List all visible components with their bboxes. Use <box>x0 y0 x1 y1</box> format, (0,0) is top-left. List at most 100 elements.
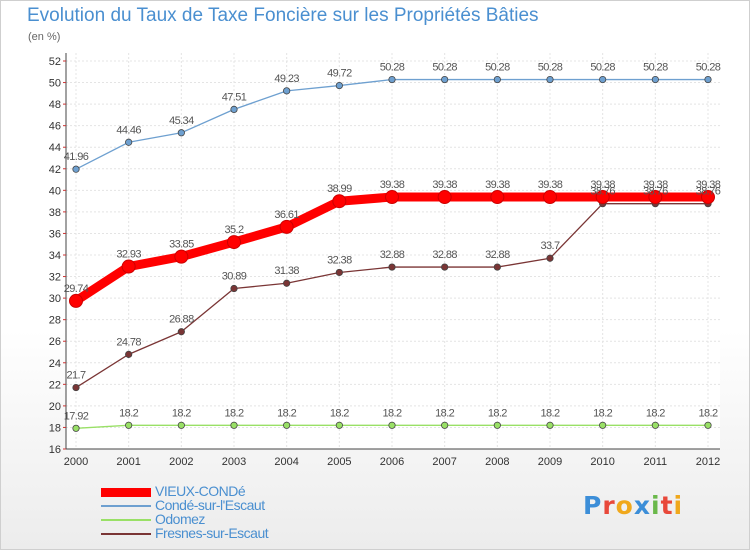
data-label: 44.46 <box>116 124 141 136</box>
data-point <box>335 268 343 277</box>
legend-swatch <box>101 505 151 507</box>
data-point <box>230 284 238 293</box>
data-point <box>388 421 396 429</box>
data-label: 32.88 <box>485 249 510 261</box>
series-conde-sur-l-escaut <box>72 75 712 173</box>
data-point <box>125 350 133 358</box>
data-point <box>283 421 291 429</box>
legend-swatch <box>101 533 151 535</box>
data-point <box>595 190 610 205</box>
data-label: 38.99 <box>327 183 352 195</box>
x-tick-label: 2006 <box>380 456 404 468</box>
data-label: 39.38 <box>643 179 668 191</box>
data-label: 50.28 <box>538 62 563 74</box>
x-tick-label: 2012 <box>696 456 720 468</box>
data-point <box>493 421 501 429</box>
data-point <box>177 328 185 336</box>
data-point <box>599 75 607 84</box>
data-label: 18.2 <box>435 407 454 419</box>
logo-letter: x <box>633 491 651 520</box>
data-label: 18.2 <box>277 407 296 419</box>
logo-letter: i <box>651 491 661 520</box>
data-label: 50.28 <box>643 62 668 74</box>
data-point <box>490 190 505 205</box>
data-label: 36.61 <box>274 209 299 221</box>
series-odomez <box>72 421 712 432</box>
data-point <box>230 421 238 429</box>
data-label: 18.2 <box>540 407 559 419</box>
y-tick-label: 24 <box>49 358 61 370</box>
data-point <box>174 249 189 264</box>
data-point <box>72 383 80 392</box>
data-point <box>441 75 449 84</box>
data-label: 18.2 <box>119 407 138 419</box>
data-label: 39.38 <box>538 179 563 191</box>
legend-swatch <box>101 519 151 521</box>
data-label: 35.2 <box>224 224 243 236</box>
data-label: 33.7 <box>540 240 559 252</box>
data-point <box>546 254 554 262</box>
logo-letter: i <box>673 491 684 520</box>
data-label: 18.2 <box>330 407 349 419</box>
data-label: 32.88 <box>432 249 457 261</box>
y-tick-label: 44 <box>49 142 61 154</box>
data-label: 38.76 <box>590 186 615 198</box>
data-label: 24.78 <box>116 336 141 348</box>
data-label: 30.89 <box>222 271 247 283</box>
legend-swatch <box>101 487 151 497</box>
data-label: 31.38 <box>274 265 299 277</box>
data-point <box>704 75 712 84</box>
data-label: 39.38 <box>696 179 721 191</box>
data-label: 47.51 <box>222 91 247 103</box>
y-tick-label: 46 <box>49 121 61 133</box>
legend-label: Fresnes-sur-Escaut <box>155 525 269 541</box>
data-label: 18.2 <box>382 407 401 419</box>
data-point <box>651 421 659 429</box>
data-point <box>125 138 133 146</box>
x-tick-label: 2004 <box>274 456 298 468</box>
data-label: 41.96 <box>64 151 89 163</box>
y-tick-label: 36 <box>49 228 61 240</box>
y-tick-label: 28 <box>49 315 61 327</box>
proxiti-logo: Proxiti <box>583 491 683 520</box>
data-point <box>69 293 83 308</box>
plot-area <box>66 53 720 449</box>
data-point <box>493 75 501 84</box>
y-tick-label: 38 <box>49 207 61 219</box>
x-tick-label: 2005 <box>327 456 351 468</box>
x-tick-label: 2007 <box>432 456 456 468</box>
data-label: 50.28 <box>380 62 405 74</box>
y-tick-label: 30 <box>49 293 61 305</box>
data-point <box>332 194 347 209</box>
logo-letter: P <box>583 491 603 520</box>
data-label: 50.28 <box>590 62 615 74</box>
data-point <box>177 421 185 429</box>
data-point <box>648 190 663 205</box>
legend-label: VIEUX-CONDé <box>155 483 246 499</box>
data-label: 32.93 <box>116 249 141 261</box>
data-point <box>546 421 554 429</box>
series-vieux-conde <box>69 190 715 308</box>
data-label: 39.38 <box>590 179 615 191</box>
x-tick-label: 2009 <box>538 456 562 468</box>
data-label: 32.38 <box>327 254 352 266</box>
data-label: 49.72 <box>327 68 352 80</box>
x-tick-label: 2011 <box>644 456 668 468</box>
data-point <box>283 87 291 95</box>
legend-label: Condé-sur-l'Escaut <box>155 497 265 513</box>
data-point <box>283 279 291 287</box>
legend-label: Odomez <box>155 511 205 527</box>
y-tick-label: 18 <box>49 422 61 434</box>
y-tick-label: 20 <box>49 401 61 413</box>
data-label: 18.2 <box>224 407 243 419</box>
y-tick-label: 42 <box>49 164 61 176</box>
data-point <box>335 81 343 90</box>
data-label: 50.28 <box>696 62 721 74</box>
y-tick-label: 52 <box>49 56 61 68</box>
data-label: 32.88 <box>380 249 405 261</box>
x-tick-label: 2003 <box>222 456 246 468</box>
data-point <box>335 421 343 429</box>
data-label: 39.38 <box>380 179 405 191</box>
data-point <box>543 190 557 205</box>
chart-title: Evolution du Taux de Taxe Foncière sur l… <box>27 5 539 26</box>
